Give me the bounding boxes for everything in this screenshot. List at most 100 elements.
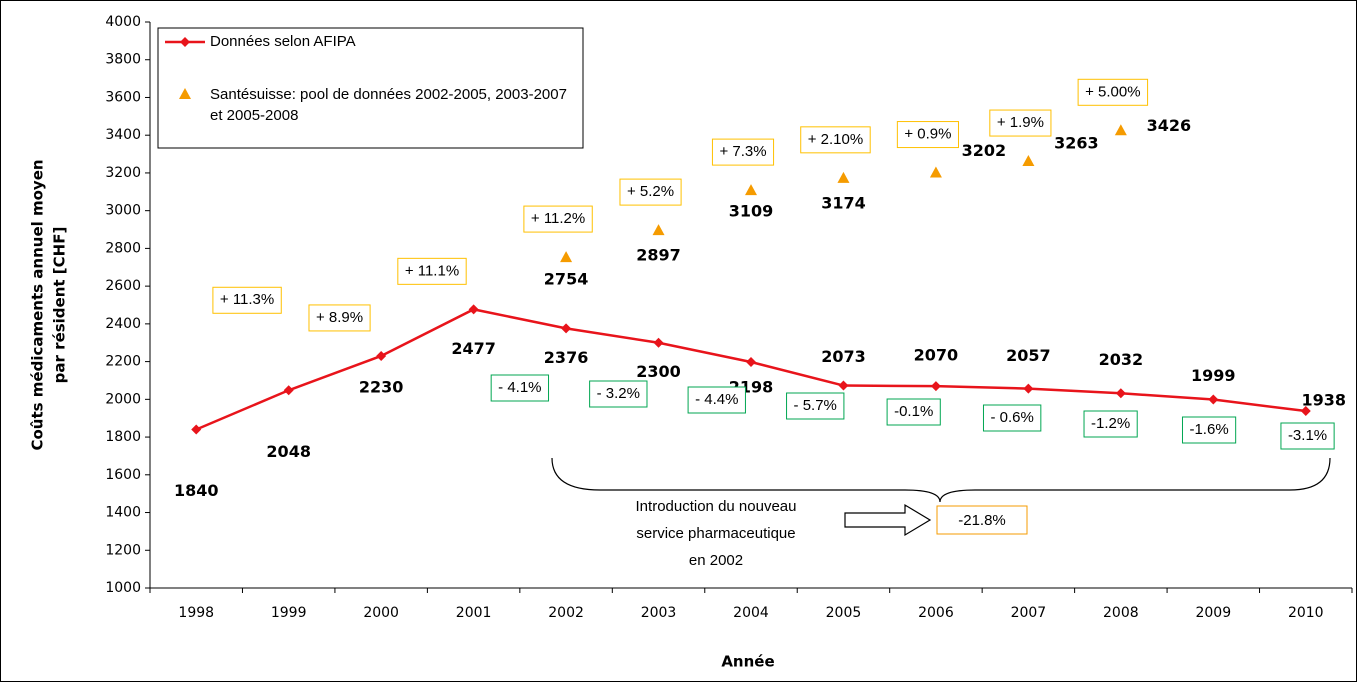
- value-label: 2477: [451, 339, 496, 358]
- change-label: -1.2%: [1091, 415, 1130, 432]
- x-tick-label: 2009: [1195, 605, 1231, 621]
- change-box: [589, 380, 648, 408]
- x-tick-label: 2005: [826, 605, 862, 621]
- x-tick-label: 1999: [271, 605, 307, 621]
- value-label: 2300: [636, 362, 681, 381]
- value-label: 3109: [729, 202, 774, 221]
- annotation-box: [936, 505, 1028, 535]
- x-axis-label: Année: [721, 653, 774, 671]
- x-tick-label: 2000: [363, 605, 399, 621]
- value-label: 1840: [174, 481, 219, 500]
- legend-label: Données selon AFIPA: [210, 33, 356, 50]
- y-tick-label: 3200: [105, 165, 141, 181]
- y-tick-label: 3400: [105, 127, 141, 143]
- change-label: + 1.9%: [997, 114, 1044, 131]
- change-box: [886, 398, 941, 426]
- change-box: [896, 121, 959, 149]
- y-tick-label: 1000: [105, 580, 141, 596]
- point: [560, 251, 573, 263]
- change-label: + 0.9%: [904, 126, 951, 143]
- annotation-value: -21.8%: [958, 512, 1006, 529]
- change-box: [1077, 78, 1149, 106]
- y-tick-label: 1200: [105, 542, 141, 558]
- x-tick-label: 2006: [918, 605, 954, 621]
- point: [837, 171, 850, 183]
- change-box: [308, 304, 371, 332]
- point: [745, 184, 757, 196]
- point: [746, 356, 756, 367]
- y-tick-label: 3600: [105, 89, 141, 105]
- point: [376, 350, 387, 361]
- change-box: [711, 138, 775, 166]
- y-tick-label: 3800: [105, 52, 141, 68]
- value-label: 2057: [1006, 346, 1051, 365]
- legend-box: [157, 27, 584, 149]
- point: [180, 37, 190, 47]
- point: [561, 323, 572, 334]
- change-label: - 4.1%: [498, 379, 541, 396]
- change-box: [523, 205, 593, 233]
- change-label: - 5.7%: [794, 397, 837, 414]
- point: [929, 166, 942, 178]
- value-label: 3202: [962, 141, 1007, 160]
- point: [1023, 383, 1034, 394]
- value-label: 3174: [821, 193, 866, 212]
- y-tick-label: 1400: [105, 505, 141, 521]
- change-box: [619, 178, 682, 206]
- point: [1115, 388, 1126, 399]
- value-label: 2032: [1099, 350, 1144, 369]
- change-box: [490, 374, 550, 402]
- change-box: [786, 392, 845, 420]
- change-box: [212, 286, 282, 314]
- change-label: + 7.3%: [719, 143, 766, 160]
- y-tick-label: 1600: [105, 467, 141, 483]
- point: [652, 224, 665, 236]
- x-tick-label: 2002: [548, 605, 584, 621]
- change-label: -1.6%: [1189, 421, 1228, 438]
- value-label: 1999: [1191, 366, 1236, 385]
- value-label: 2073: [821, 347, 866, 366]
- value-label: 2048: [266, 442, 311, 461]
- x-tick-label: 2003: [641, 605, 677, 621]
- change-box: [1083, 410, 1138, 438]
- change-box: [397, 257, 467, 285]
- change-box: [1181, 416, 1237, 444]
- annotation-text: Introduction du nouveau: [636, 498, 797, 515]
- y-axis-label: par résident [CHF]: [51, 227, 69, 384]
- y-tick-label: 2600: [105, 278, 141, 294]
- y-tick-label: 1800: [105, 429, 141, 445]
- annotation-text: en 2002: [689, 552, 743, 569]
- y-tick-label: 3000: [105, 203, 141, 219]
- change-box: [989, 109, 1052, 137]
- point: [1208, 394, 1219, 405]
- y-tick-label: 2000: [105, 391, 141, 407]
- brace: [551, 457, 1331, 503]
- point: [468, 304, 479, 315]
- point: [1300, 406, 1311, 417]
- change-box: [687, 386, 746, 414]
- value-label: 2230: [359, 377, 404, 396]
- x-tick-label: 2010: [1288, 605, 1324, 621]
- x-tick-label: 2008: [1103, 605, 1139, 621]
- change-box: [982, 404, 1042, 432]
- value-label: 2070: [914, 346, 959, 365]
- value-label: 3426: [1147, 116, 1192, 135]
- value-label: 3263: [1054, 134, 1099, 153]
- change-label: + 8.9%: [316, 309, 363, 326]
- legend-label: Santésuisse: pool de données 2002-2005, …: [210, 86, 567, 124]
- x-tick-label: 2007: [1011, 605, 1047, 621]
- point: [838, 380, 849, 391]
- value-label: 2754: [544, 270, 589, 289]
- change-label: -3.1%: [1288, 427, 1327, 444]
- value-label: 2897: [636, 246, 681, 265]
- point: [283, 385, 294, 396]
- point: [191, 424, 202, 435]
- point: [1114, 124, 1127, 136]
- point: [930, 381, 941, 392]
- value-label: 1938: [1302, 391, 1347, 410]
- y-tick-label: 4000: [105, 14, 141, 30]
- x-tick-label: 2001: [456, 605, 492, 621]
- y-tick-label: 2800: [105, 240, 141, 256]
